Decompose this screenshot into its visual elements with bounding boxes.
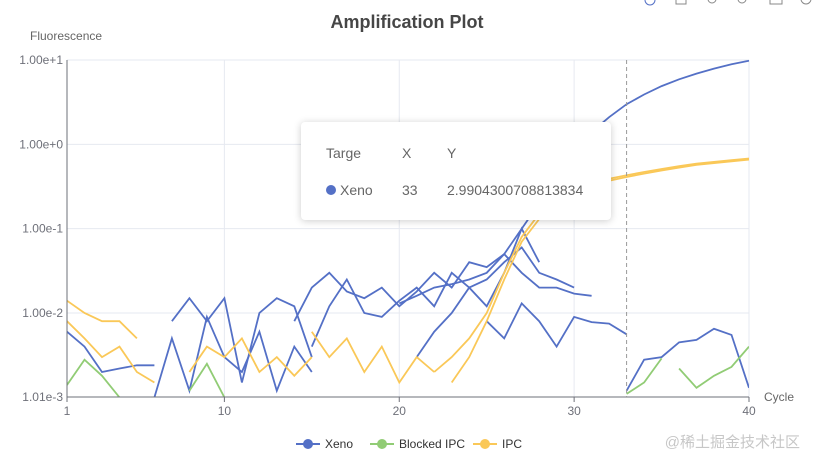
zoom-out-icon[interactable] (737, 0, 747, 4)
legend-marker-icon (480, 439, 490, 449)
x-axis-label: Cycle (764, 390, 794, 404)
y-tick-label: 1.01e-3 (22, 390, 63, 404)
series-line-blocked-ipc[interactable] (626, 357, 663, 395)
y-tick-label: 1.00e+0 (19, 137, 63, 151)
series-line-xeno[interactable] (625, 327, 749, 392)
legend-label: Blocked IPC (399, 437, 465, 451)
legend-marker-icon (377, 439, 387, 449)
tooltip-x-value: 33 (402, 182, 418, 198)
y-tick-label: 1.00e-1 (22, 222, 63, 236)
series-line-xeno[interactable] (67, 331, 155, 373)
series-line-xeno[interactable] (293, 252, 592, 322)
tooltip: Targe X Y Xeno 33 2.9904300708813834 (301, 122, 611, 220)
x-tick-label: 30 (567, 404, 581, 418)
series-line-ipc[interactable] (67, 299, 138, 340)
x-tick-label: 40 (742, 404, 756, 418)
legend-item-blocked-ipc[interactable]: Blocked IPC (370, 437, 465, 451)
series-marker-icon (326, 185, 336, 195)
y-tick-label: 1.00e+1 (19, 53, 63, 67)
toolbox-icon-5[interactable] (769, 0, 783, 5)
series-line-blocked-ipc[interactable] (188, 362, 226, 398)
legend-label: IPC (502, 437, 522, 451)
y-axis-label: Fluorescence (30, 29, 102, 43)
series-line-xeno[interactable] (415, 226, 540, 358)
legend-marker-icon (303, 439, 313, 449)
series-line-blocked-ipc[interactable] (67, 358, 121, 398)
x-tick-label: 20 (393, 404, 407, 418)
legend-item-xeno[interactable]: Xeno (296, 437, 353, 451)
series-line-blocked-ipc[interactable] (678, 346, 749, 389)
series-line-ipc[interactable] (311, 331, 435, 385)
x-tick-label: 10 (218, 404, 232, 418)
tooltip-header-x: X (402, 145, 412, 161)
tooltip-header-y: Y (447, 145, 457, 161)
y-tick-label: 1.00e-2 (22, 306, 63, 320)
series-line-xeno[interactable] (171, 296, 313, 383)
chart-toolbar (644, 0, 812, 6)
watermark: @稀土掘金技术社区 (664, 434, 800, 451)
series-line-xeno[interactable] (486, 301, 628, 349)
legend-label: Xeno (325, 437, 353, 451)
toolbox-icon-1[interactable] (644, 0, 656, 6)
tooltip-y-value: 2.9904300708813834 (447, 182, 584, 198)
toolbox-icon-6[interactable] (800, 0, 812, 5)
series-line-ipc[interactable] (188, 336, 313, 378)
toolbox-icon-2[interactable] (675, 0, 687, 5)
tooltip-header-target: Targe (326, 145, 362, 161)
series-line-ipc[interactable] (67, 320, 155, 384)
chart-title: Amplification Plot (331, 12, 484, 32)
legend-item-ipc[interactable]: IPC (473, 437, 522, 451)
x-tick-label: 1 (64, 404, 71, 418)
series-line-xeno[interactable] (310, 246, 575, 347)
tooltip-series-name: Xeno (340, 182, 373, 198)
series-line-xeno[interactable] (153, 314, 313, 398)
zoom-in-icon[interactable] (707, 0, 717, 4)
